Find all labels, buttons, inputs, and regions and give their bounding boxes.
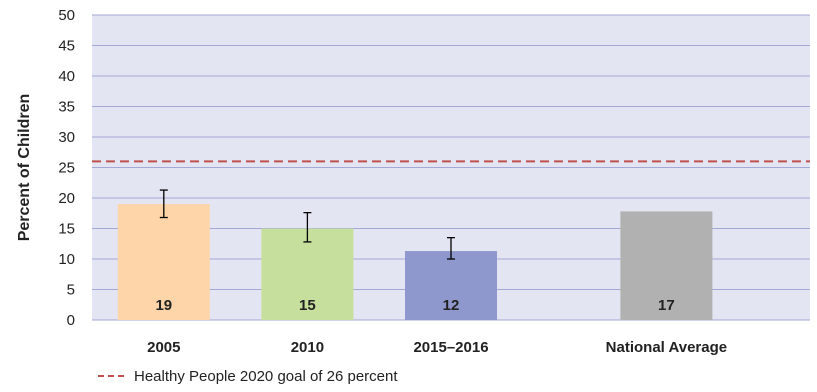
- y-tick-label: 10: [58, 251, 75, 268]
- y-tick-label: 5: [67, 282, 75, 299]
- category-label: 2005: [147, 339, 180, 356]
- y-tick-label: 20: [58, 190, 75, 207]
- legend: Healthy People 2020 goal of 26 percent: [98, 366, 398, 386]
- bar-value-label: 15: [299, 297, 316, 314]
- y-tick-label: 40: [58, 68, 75, 85]
- y-tick-label: 50: [58, 7, 75, 24]
- error-bar: [447, 236, 455, 260]
- bar-value-label: 12: [443, 297, 460, 314]
- y-axis-label: Percent of Children: [16, 94, 33, 242]
- bar-chart: 0 5 10 15 20 25 30 35 40 45 50 Percent of Children…: [16, 7, 810, 356]
- x-axis-categories: 2005 2010 2015–2016 National Average: [147, 339, 727, 356]
- error-bar: [303, 211, 312, 243]
- bar: [620, 211, 713, 320]
- y-tick-label: 30: [58, 129, 75, 146]
- bar-value-label: 19: [155, 297, 172, 314]
- category-label: 2010: [291, 339, 324, 356]
- bar-value-label: 17: [658, 297, 675, 314]
- y-tick-label: 45: [58, 38, 75, 55]
- y-axis-ticks: 0 5 10 15 20 25 30 35 40 45 50: [58, 7, 75, 329]
- bar: [405, 251, 497, 320]
- bar: [117, 204, 210, 320]
- legend-goal-label: Healthy People 2020 goal of 26 percent: [134, 367, 398, 385]
- y-tick-label: 25: [58, 160, 75, 177]
- category-label: 2015–2016: [413, 339, 488, 356]
- error-bar: [159, 189, 168, 219]
- y-tick-label: 15: [58, 221, 75, 238]
- legend-dashed-line-swatch: [98, 375, 124, 377]
- y-tick-label: 0: [67, 312, 75, 329]
- y-tick-label: 35: [58, 99, 75, 116]
- bar: [261, 228, 354, 320]
- category-label: National Average: [606, 339, 727, 356]
- error-bars: [159, 189, 455, 260]
- bars: 19 15 12 17: [117, 204, 713, 320]
